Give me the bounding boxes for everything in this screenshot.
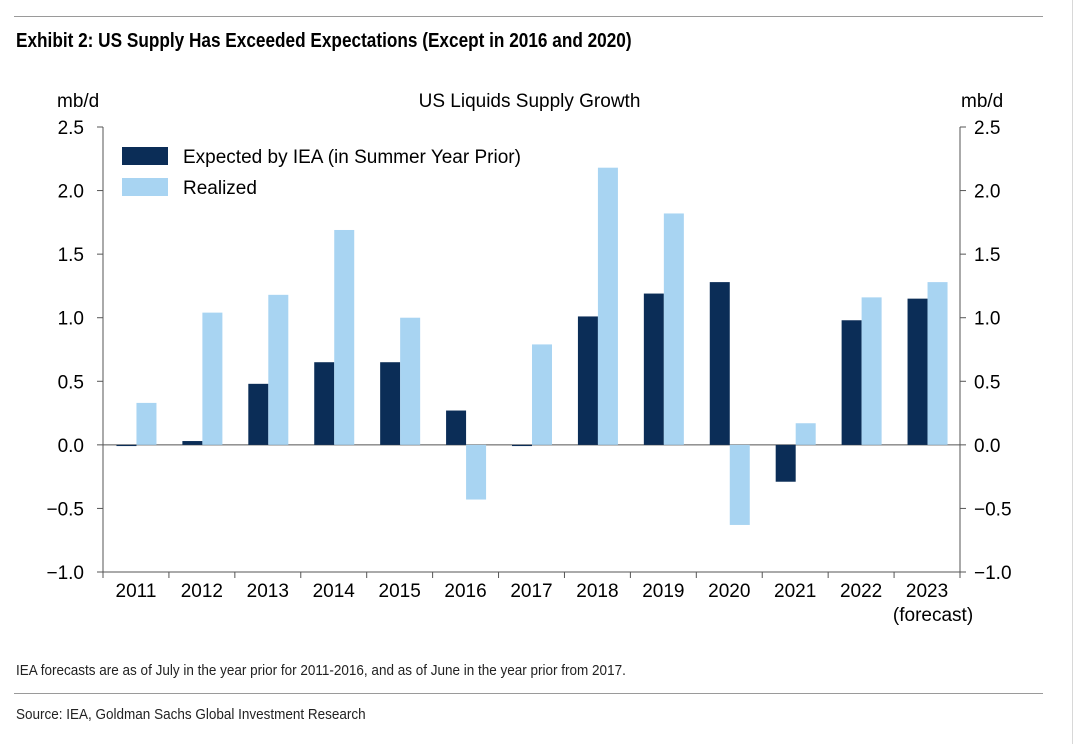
- right-tick-label: 0.5: [974, 372, 1000, 393]
- right-tick-label: 1.5: [974, 245, 1000, 266]
- expected-bar-2021: [775, 444, 796, 482]
- realized-bar-2015: [400, 317, 421, 445]
- expected-bar-2020: [709, 282, 730, 445]
- x-tick-label: 2018: [576, 581, 618, 602]
- x-tick-label: 2017: [510, 581, 552, 602]
- x-tick-label: 2022: [840, 581, 882, 602]
- legend-swatch-1: [122, 178, 168, 196]
- realized-bar-2014: [334, 229, 355, 445]
- left-tick-label: −1.0: [46, 563, 84, 584]
- chart-title: US Liquids Supply Growth: [419, 91, 641, 112]
- expected-bar-2015: [380, 362, 401, 445]
- x-tick-label: 2016: [444, 581, 486, 602]
- realized-bar-2016: [466, 444, 487, 500]
- expected-bar-2012: [182, 441, 203, 445]
- left-tick-label: 2.5: [58, 118, 84, 139]
- x-tick-label: 2014: [313, 581, 356, 602]
- x-tick-label: 2013: [247, 581, 289, 602]
- expected-bar-2016: [446, 410, 467, 445]
- expected-bar-2013: [248, 383, 269, 445]
- left-tick-label: 1.5: [58, 245, 84, 266]
- x-tick-sublabel: (forecast): [893, 605, 973, 626]
- right-tick-label: 2.5: [974, 118, 1000, 139]
- footnote: IEA forecasts are as of July in the year…: [16, 662, 626, 679]
- legend-swatch-0: [122, 147, 168, 165]
- bar-chart: US Liquids Supply Growth mb/d mb/d 2.5 2.5 2.…: [46, 91, 1012, 626]
- left-axis-unit: mb/d: [57, 91, 99, 112]
- source-note: Source: IEA, Goldman Sachs Global Invest…: [16, 706, 366, 723]
- right-tick-label: −1.0: [974, 563, 1012, 584]
- top-rule: [14, 16, 1043, 17]
- expected-bar-2023: [907, 298, 928, 445]
- right-tick-label: 2.0: [974, 182, 1000, 203]
- right-tick-label: 0.0: [974, 436, 1000, 457]
- realized-bar-2023: [927, 282, 948, 445]
- x-tick-label: 2019: [642, 581, 684, 602]
- x-tick-label: 2023: [906, 581, 948, 602]
- legend-label-0: Expected by IEA (in Summer Year Prior): [183, 147, 521, 168]
- realized-bar-2011: [136, 402, 157, 445]
- expected-bar-2018: [577, 316, 598, 445]
- x-tick-label: 2020: [708, 581, 750, 602]
- x-tick-label: 2021: [774, 581, 816, 602]
- realized-bar-2022: [861, 297, 882, 445]
- expected-bar-2011: [116, 444, 137, 447]
- right-border: [1072, 0, 1073, 744]
- left-tick-label: −0.5: [46, 499, 84, 520]
- expected-bar-2017: [512, 444, 532, 447]
- left-tick-label: 2.0: [58, 182, 84, 203]
- expected-bar-2019: [643, 293, 664, 445]
- right-tick-label: −0.5: [974, 499, 1012, 520]
- realized-bar-2021: [795, 423, 816, 445]
- right-axis-unit: mb/d: [961, 91, 1003, 112]
- expected-bar-2022: [841, 320, 862, 445]
- legend-label-1: Realized: [183, 178, 257, 199]
- right-tick-label: 1.0: [974, 309, 1000, 330]
- realized-bar-2019: [663, 213, 684, 445]
- realized-bar-2020: [729, 444, 750, 525]
- realized-bar-2012: [202, 312, 223, 445]
- left-tick-label: 0.5: [58, 372, 84, 393]
- x-tick-label: 2012: [181, 581, 223, 602]
- left-tick-label: 0.0: [58, 436, 84, 457]
- x-tick-label: 2011: [116, 581, 157, 602]
- x-tick-label: 2015: [379, 581, 421, 602]
- exhibit-title: Exhibit 2: US Supply Has Exceeded Expect…: [16, 30, 632, 52]
- realized-bar-2013: [268, 294, 289, 445]
- expected-bar-2014: [314, 362, 335, 445]
- left-tick-label: 1.0: [58, 309, 84, 330]
- footer-rule: [14, 693, 1043, 694]
- realized-bar-2018: [597, 167, 618, 445]
- realized-bar-2017: [532, 344, 552, 445]
